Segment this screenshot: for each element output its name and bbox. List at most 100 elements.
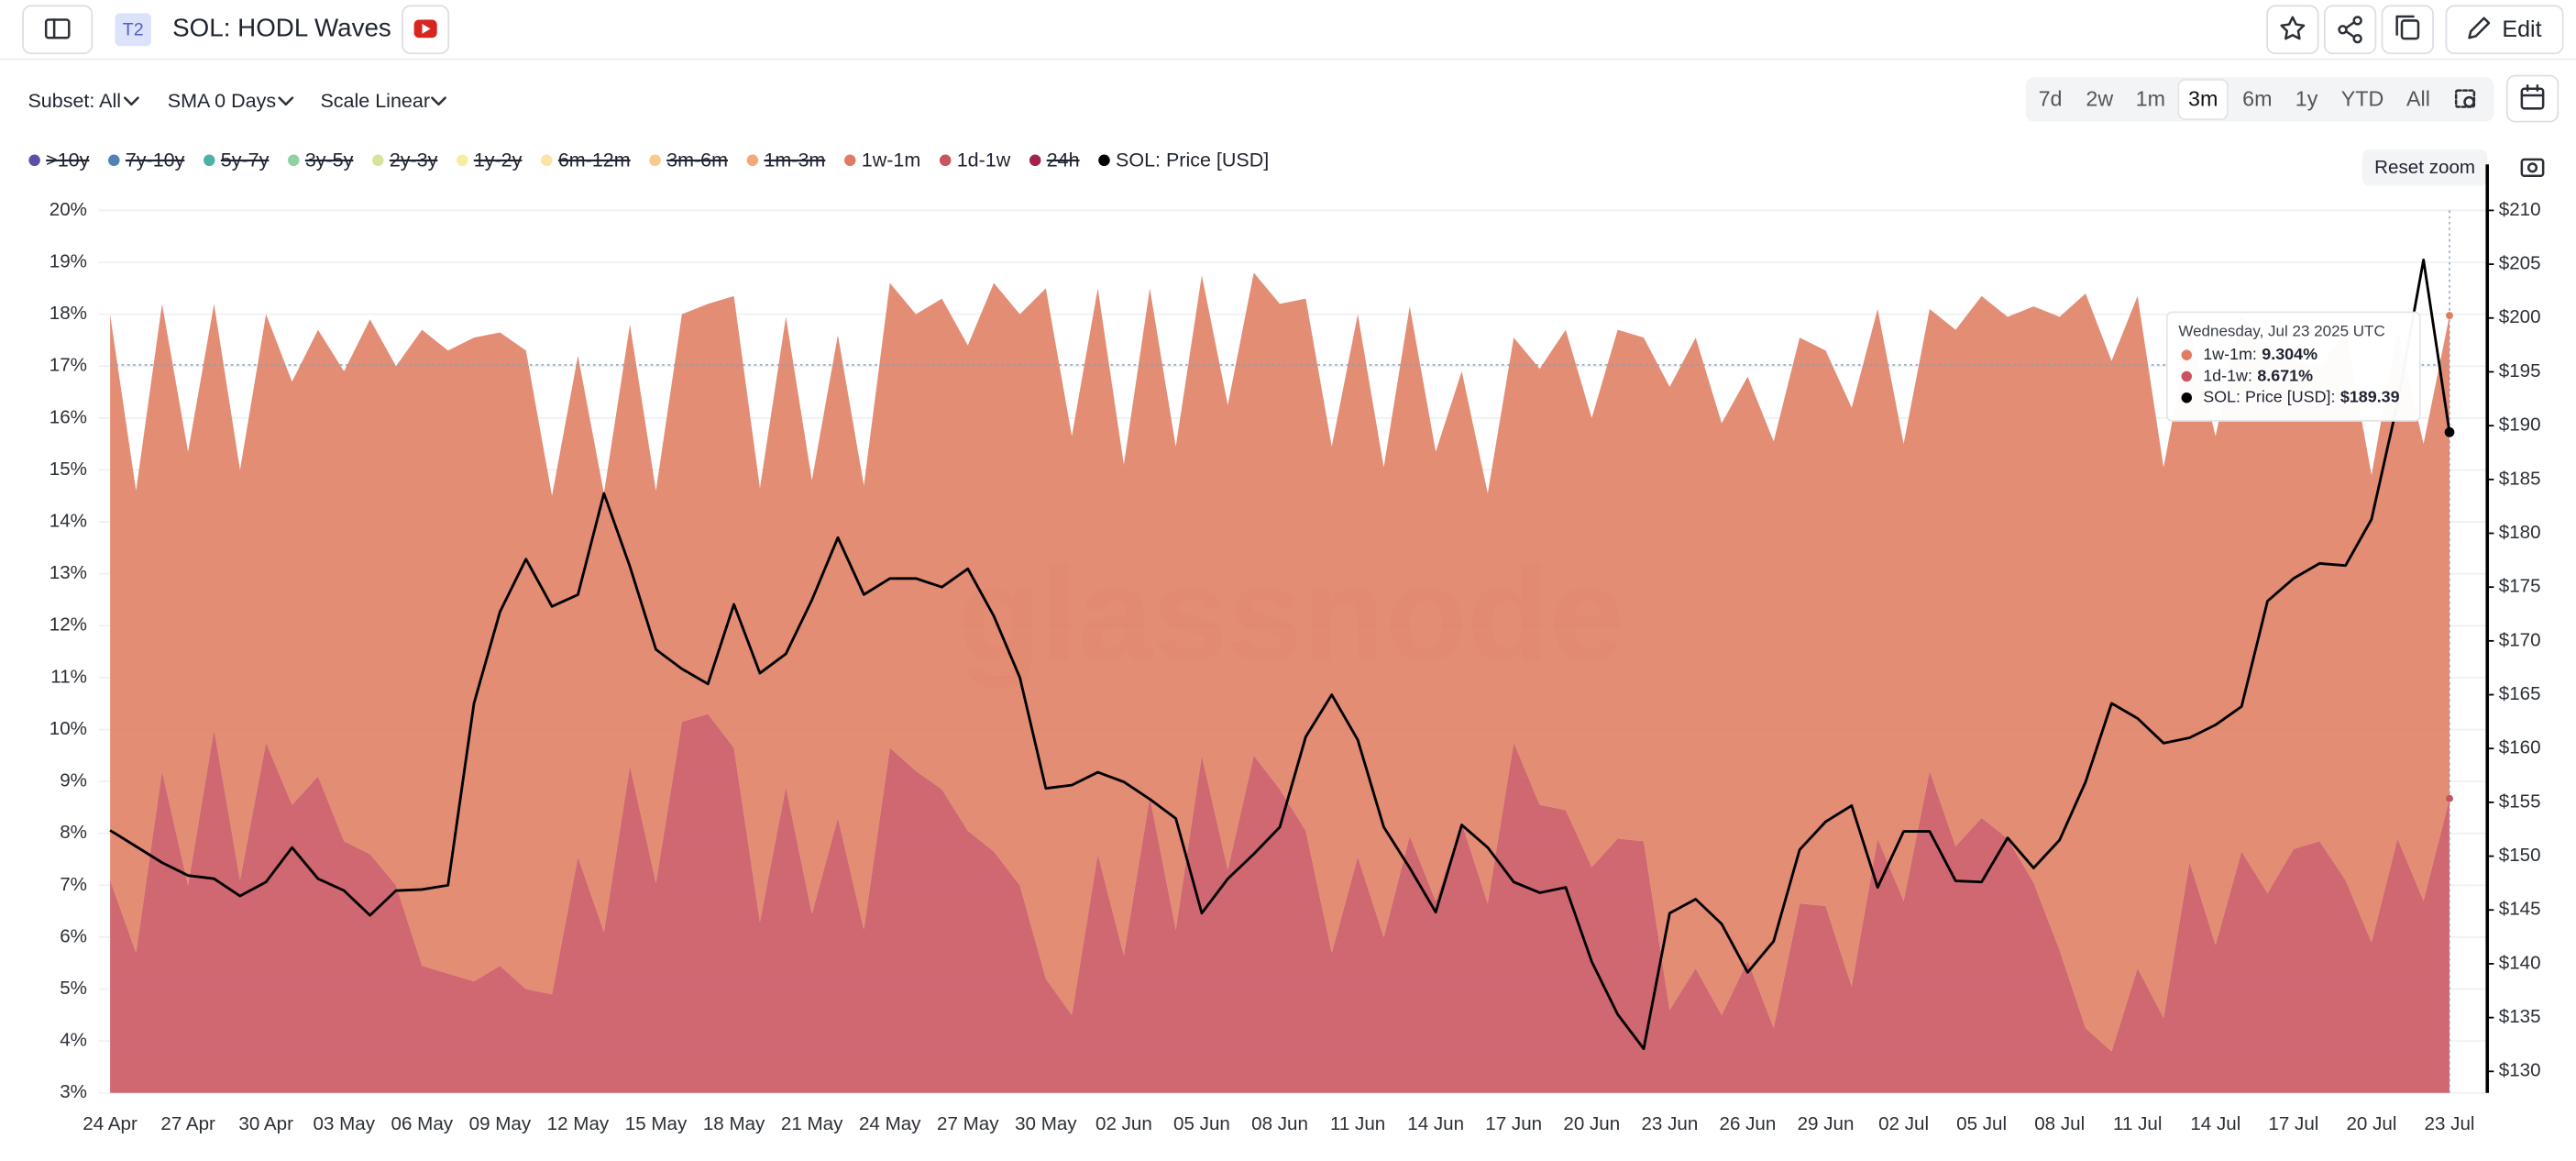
screenshot-button[interactable] xyxy=(2520,158,2545,178)
star-button[interactable] xyxy=(2266,5,2319,55)
legend-item[interactable]: 2y-3y xyxy=(372,149,438,171)
legend-item[interactable]: 1m-3m xyxy=(746,149,826,171)
reset-zoom-button[interactable]: Reset zoom xyxy=(2362,149,2488,186)
y-tick-label: 11% xyxy=(50,666,87,687)
legend-swatch xyxy=(203,154,215,167)
range-label: 3m xyxy=(2188,87,2218,111)
y2-tick-label: $135 xyxy=(2499,1006,2541,1027)
x-tick-label: 14 Jun xyxy=(1407,1113,1464,1134)
x-tick-label: 18 May xyxy=(703,1113,765,1134)
x-tick-label: 03 May xyxy=(313,1113,375,1134)
range-button[interactable]: 1m xyxy=(2136,87,2165,111)
legend-item[interactable]: >10y xyxy=(28,149,90,171)
hover-marker xyxy=(2446,312,2453,319)
share-button[interactable] xyxy=(2323,5,2377,55)
youtube-button[interactable] xyxy=(402,5,450,55)
x-tick-label: 12 May xyxy=(547,1113,610,1134)
legend-label: 6m-12m xyxy=(558,149,631,171)
tooltip-name: SOL: Price [USD]: xyxy=(2203,387,2335,405)
legend-swatch xyxy=(541,154,553,167)
legend-label: 1d-1w xyxy=(957,149,1011,171)
range-button[interactable]: 6m xyxy=(2242,87,2272,111)
y2-tick-label: $140 xyxy=(2499,952,2541,973)
copy-button[interactable] xyxy=(2381,5,2434,55)
legend-label: 24h xyxy=(1047,149,1080,171)
y-tick-label: 13% xyxy=(50,562,87,583)
subset-dropdown[interactable]: Subset: All xyxy=(28,90,139,112)
legend-swatch xyxy=(287,154,300,167)
legend-item[interactable]: 1y-2y xyxy=(457,149,523,171)
legend-swatch xyxy=(939,154,952,167)
range-group xyxy=(2025,77,2494,122)
legend-item[interactable]: 1d-1w xyxy=(939,149,1011,171)
range-label: 6m xyxy=(2242,87,2272,111)
range-button[interactable]: 3m xyxy=(2177,79,2229,120)
scale-dropdown[interactable]: Scale Linear xyxy=(320,90,446,112)
page-title: SOL: HODL Waves xyxy=(172,14,391,42)
x-tick-label: 05 Jul xyxy=(1956,1113,2007,1134)
range-button[interactable]: All xyxy=(2406,87,2430,111)
legend-label: 1m-3m xyxy=(764,149,825,171)
y-tick-label: 16% xyxy=(50,406,87,427)
legend-swatch xyxy=(1029,154,1041,167)
range-button[interactable]: YTD xyxy=(2341,87,2384,111)
legend-label: 3m-6m xyxy=(666,149,728,171)
x-tick-label: 08 Jul xyxy=(2034,1113,2085,1134)
legend-item[interactable]: 7y-10y xyxy=(108,149,185,171)
x-tick-label: 15 May xyxy=(625,1113,688,1134)
y2-tick-label: $155 xyxy=(2499,791,2541,812)
x-tick-label: 29 Jun xyxy=(1798,1113,1855,1134)
x-tick-label: 20 Jul xyxy=(2346,1113,2396,1134)
y-tick-label: 9% xyxy=(60,770,87,791)
x-tick-label: 26 Jun xyxy=(1720,1113,1777,1134)
range-button[interactable]: 2w xyxy=(2086,87,2113,111)
legend-item[interactable]: SOL: Price [USD] xyxy=(1098,149,1269,171)
x-tick-label: 09 May xyxy=(469,1113,532,1134)
y-tick-label: 18% xyxy=(50,303,87,324)
tooltip-value: 9.304% xyxy=(2262,345,2317,363)
y-tick-label: 10% xyxy=(50,718,87,739)
x-tick-label: 30 Apr xyxy=(238,1113,293,1134)
legend-item[interactable]: 3y-5y xyxy=(287,149,354,171)
x-tick-label: 05 Jun xyxy=(1173,1113,1230,1134)
tooltip-value: 8.671% xyxy=(2257,366,2313,384)
tooltip-box xyxy=(2165,311,2421,422)
legend-item[interactable]: 6m-12m xyxy=(541,149,631,171)
x-tick-label: 06 May xyxy=(391,1113,454,1134)
y2-tick-label: $195 xyxy=(2499,360,2541,381)
range-active-bg xyxy=(2177,79,2229,120)
tooltip-name: 1w-1m: xyxy=(2203,345,2257,363)
legend-item[interactable]: 24h xyxy=(1029,149,1080,171)
price-line xyxy=(109,258,2451,1051)
sidebar-button[interactable] xyxy=(22,5,94,55)
area xyxy=(110,713,2450,1093)
x-tick-label: 20 Jun xyxy=(1563,1113,1620,1134)
edit-button[interactable]: Edit xyxy=(2445,5,2564,55)
legend-swatch xyxy=(457,154,468,167)
y2-tick-label: $205 xyxy=(2499,253,2541,274)
range-label: All xyxy=(2406,87,2430,111)
y2-tick-label: $210 xyxy=(2499,199,2541,220)
subset-label: Subset: All xyxy=(28,90,121,112)
y2-tick-label: $180 xyxy=(2499,522,2541,543)
zoom-select-button[interactable] xyxy=(2454,89,2476,108)
y2-tick-label: $170 xyxy=(2499,629,2541,650)
x-tick-label: 21 May xyxy=(781,1113,843,1134)
tooltip-swatch xyxy=(2181,349,2193,360)
legend-label: 1w-1m xyxy=(862,149,921,171)
y-tick-label: 5% xyxy=(60,978,87,999)
hover-marker xyxy=(2444,426,2455,437)
range-label: 2w xyxy=(2086,87,2113,111)
plot-area xyxy=(110,272,2450,1093)
range-button[interactable]: 1y xyxy=(2295,87,2318,111)
calendar-button[interactable] xyxy=(2505,74,2559,123)
sma-dropdown[interactable]: SMA 0 Days xyxy=(168,90,294,112)
x-tick-label: 23 Jul xyxy=(2425,1113,2475,1134)
legend-label: >10y xyxy=(46,149,89,171)
range-button[interactable]: 7d xyxy=(2039,87,2063,111)
tooltip-item: 1w-1m: 9.304% xyxy=(2203,345,2317,363)
legend-item[interactable]: 5y-7y xyxy=(203,149,270,171)
legend-item[interactable]: 1w-1m xyxy=(843,149,921,171)
tooltip-value: $189.39 xyxy=(2340,387,2400,405)
legend-item[interactable]: 3m-6m xyxy=(649,149,728,171)
